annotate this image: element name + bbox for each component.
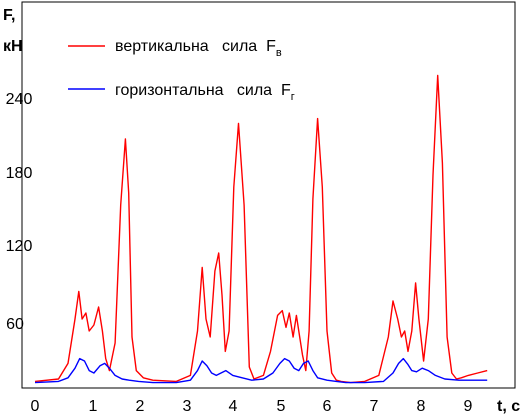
y-axis-label: F, <box>3 7 15 24</box>
series-line-horizontal-force <box>34 357 488 384</box>
x-axis-label: t, с <box>497 398 520 415</box>
legend-label-horizontal-force: горизонтальна сила Fг <box>115 82 295 103</box>
y-axis-unit: кН <box>3 38 23 55</box>
legend-label-vertical-force: вертикальна сила Fв <box>115 38 282 59</box>
x-tick-label: 0 <box>31 398 40 415</box>
x-tick-label: 7 <box>370 398 379 415</box>
y-tick-label: 180 <box>6 165 33 182</box>
legend: вертикальна сила Fв горизонтальна сила F… <box>68 38 295 103</box>
x-tick-label: 5 <box>277 398 286 415</box>
y-tick-label: 120 <box>6 238 33 255</box>
plot-frame <box>21 1 516 389</box>
x-tick-label: 1 <box>89 398 98 415</box>
x-tick-label: 9 <box>464 398 473 415</box>
x-tick-label: 3 <box>183 398 192 415</box>
y-tick-label: 240 <box>6 91 33 108</box>
y-tick-label: 60 <box>6 316 24 333</box>
x-tick-label: 8 <box>417 398 426 415</box>
x-tick-label: 2 <box>136 398 145 415</box>
series-line-vertical-force <box>34 74 488 384</box>
x-tick-label: 4 <box>229 398 238 415</box>
x-tick-label: 6 <box>323 398 332 415</box>
